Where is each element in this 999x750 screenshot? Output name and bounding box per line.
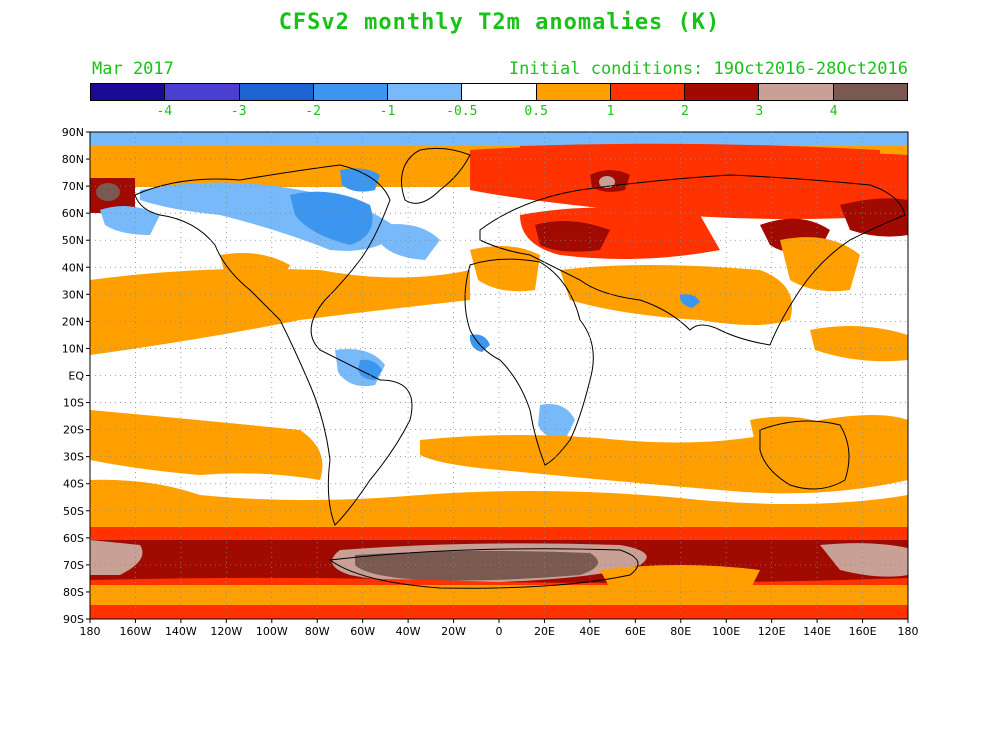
longitude-label: 0 bbox=[496, 625, 503, 638]
longitude-label: 140E bbox=[803, 625, 831, 638]
longitude-label: 140W bbox=[165, 625, 197, 638]
colorbar-swatch bbox=[462, 84, 537, 100]
latitude-label: 50N bbox=[62, 234, 84, 247]
colorbar-swatch bbox=[239, 84, 314, 100]
latitude-labels: 90N 80N 70N 60N 50N 40N 30N 20N 10N EQ 10S 20S 30S 40… bbox=[62, 126, 90, 626]
longitude-label: 80W bbox=[305, 625, 330, 638]
latitude-label: 30S bbox=[63, 451, 84, 464]
colorbar-tick-label: 3 bbox=[755, 104, 764, 119]
latitude-label: EQ bbox=[68, 370, 84, 383]
latitude-label: 20S bbox=[63, 424, 84, 437]
longitude-label: 40E bbox=[579, 625, 600, 638]
longitude-label: 100W bbox=[256, 625, 288, 638]
colorbar-tick-label: 4 bbox=[829, 104, 838, 119]
latitude-label: 40N bbox=[62, 261, 84, 274]
initial-conditions-label: Initial conditions: 19Oct2016-28Oct2016 bbox=[508, 59, 908, 79]
latitude-label: 20N bbox=[62, 315, 84, 328]
latitude-label: 90S bbox=[63, 613, 84, 626]
latitude-label: 60N bbox=[62, 207, 84, 220]
map-title: CFSv2 monthly T2m anomalies (K) bbox=[278, 10, 721, 35]
latitude-label: 80N bbox=[62, 153, 84, 166]
valid-month-label: Mar 2017 bbox=[92, 59, 174, 79]
latitude-label: 60S bbox=[63, 532, 84, 545]
longitude-label: 100E bbox=[712, 625, 740, 638]
longitude-label: 180 bbox=[80, 625, 101, 638]
latitude-label: 90N bbox=[62, 126, 84, 139]
latitude-label: 10S bbox=[63, 397, 84, 410]
colorbar-tick-label: -2 bbox=[305, 104, 321, 119]
colorbar-tick-label: 2 bbox=[680, 104, 689, 119]
longitude-label: 180 bbox=[898, 625, 919, 638]
colorbar-tick-label: -0.5 bbox=[446, 104, 478, 119]
longitude-label: 60E bbox=[625, 625, 646, 638]
latitude-label: 80S bbox=[63, 586, 84, 599]
latitude-label: 50S bbox=[63, 505, 84, 518]
coastlines bbox=[134, 147, 906, 589]
longitude-label: 120W bbox=[210, 625, 242, 638]
colorbar-tick-label: 1 bbox=[606, 104, 615, 119]
colorbar-swatch bbox=[91, 84, 166, 100]
colorbar-tick-label: 0.5 bbox=[524, 104, 548, 119]
graticule bbox=[90, 132, 908, 619]
latitude-label: 40S bbox=[63, 478, 84, 491]
latitude-label: 70N bbox=[62, 180, 84, 193]
longitude-label: 20E bbox=[534, 625, 555, 638]
colorbar-swatch bbox=[685, 84, 760, 100]
longitude-label: 80E bbox=[670, 625, 691, 638]
colorbar-swatch bbox=[759, 84, 834, 100]
colorbar-swatch bbox=[610, 84, 686, 100]
latitude-label: 10N bbox=[62, 342, 84, 355]
longitude-label: 160E bbox=[849, 625, 877, 638]
longitude-label: 120E bbox=[758, 625, 786, 638]
colorbar-swatch bbox=[313, 84, 389, 100]
colorbar-tick-label: -3 bbox=[230, 104, 247, 119]
colorbar-tick-label: -4 bbox=[156, 104, 173, 119]
longitude-label: 60W bbox=[350, 625, 375, 638]
longitude-label: 20W bbox=[441, 625, 466, 638]
colorbar-tick-label: -1 bbox=[379, 104, 396, 119]
latitude-label: 70S bbox=[63, 559, 84, 572]
colorbar bbox=[90, 83, 908, 101]
latitude-label: 30N bbox=[62, 288, 84, 301]
colorbar-swatch bbox=[536, 84, 611, 100]
longitude-label: 40W bbox=[396, 625, 421, 638]
colorbar-swatch bbox=[833, 84, 907, 100]
colorbar-swatch bbox=[165, 84, 240, 100]
longitude-labels: 180 160W 140W 120W 100W 80W 60W 40W 20W 0 20E 40E 60… bbox=[80, 619, 919, 638]
colorbar-swatch bbox=[388, 84, 463, 100]
longitude-label: 160W bbox=[120, 625, 152, 638]
